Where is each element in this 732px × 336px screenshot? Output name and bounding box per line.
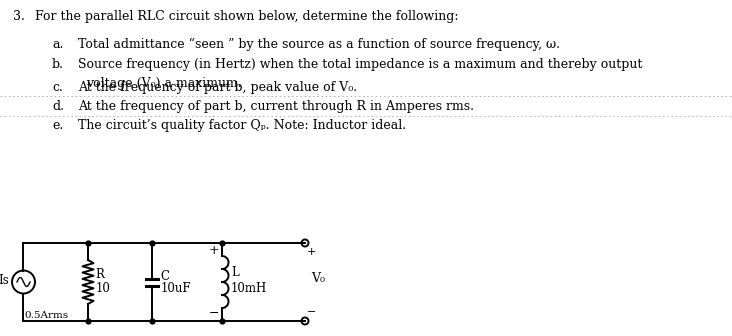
Text: L: L — [231, 266, 239, 280]
Text: voltage (V₀) a maximum.: voltage (V₀) a maximum. — [86, 77, 242, 90]
Text: d.: d. — [52, 100, 64, 113]
Text: V₀: V₀ — [311, 271, 325, 285]
Text: −: − — [209, 306, 219, 320]
Text: Source frequency (in Hertz) when the total impedance is a maximum and thereby ou: Source frequency (in Hertz) when the tot… — [78, 58, 643, 71]
Text: +: + — [209, 245, 219, 257]
Text: 10uF: 10uF — [160, 283, 191, 295]
Text: The circuit’s quality factor Qₚ. Note: Inductor ideal.: The circuit’s quality factor Qₚ. Note: I… — [78, 119, 406, 132]
Text: a.: a. — [52, 38, 64, 51]
Text: At the frequency of part b, current through R in Amperes rms.: At the frequency of part b, current thro… — [78, 100, 474, 113]
Text: At the frequency of part b, peak value of V₀.: At the frequency of part b, peak value o… — [78, 81, 357, 94]
Text: Is: Is — [0, 274, 9, 287]
Text: Total admittance “seen ” by the source as a function of source frequency, ω.: Total admittance “seen ” by the source a… — [78, 38, 560, 51]
Text: 3.: 3. — [13, 10, 25, 23]
Text: R: R — [95, 268, 105, 282]
Text: 0.5Arms: 0.5Arms — [24, 311, 69, 321]
Text: −: − — [307, 307, 316, 317]
Text: For the parallel RLC circuit shown below, determine the following:: For the parallel RLC circuit shown below… — [35, 10, 458, 23]
Text: e.: e. — [52, 119, 63, 132]
Text: b.: b. — [52, 58, 64, 71]
Text: 10: 10 — [95, 283, 111, 295]
Text: 10mH: 10mH — [231, 282, 267, 294]
Text: C: C — [160, 269, 170, 283]
Text: +: + — [307, 247, 316, 257]
Text: c.: c. — [52, 81, 63, 94]
